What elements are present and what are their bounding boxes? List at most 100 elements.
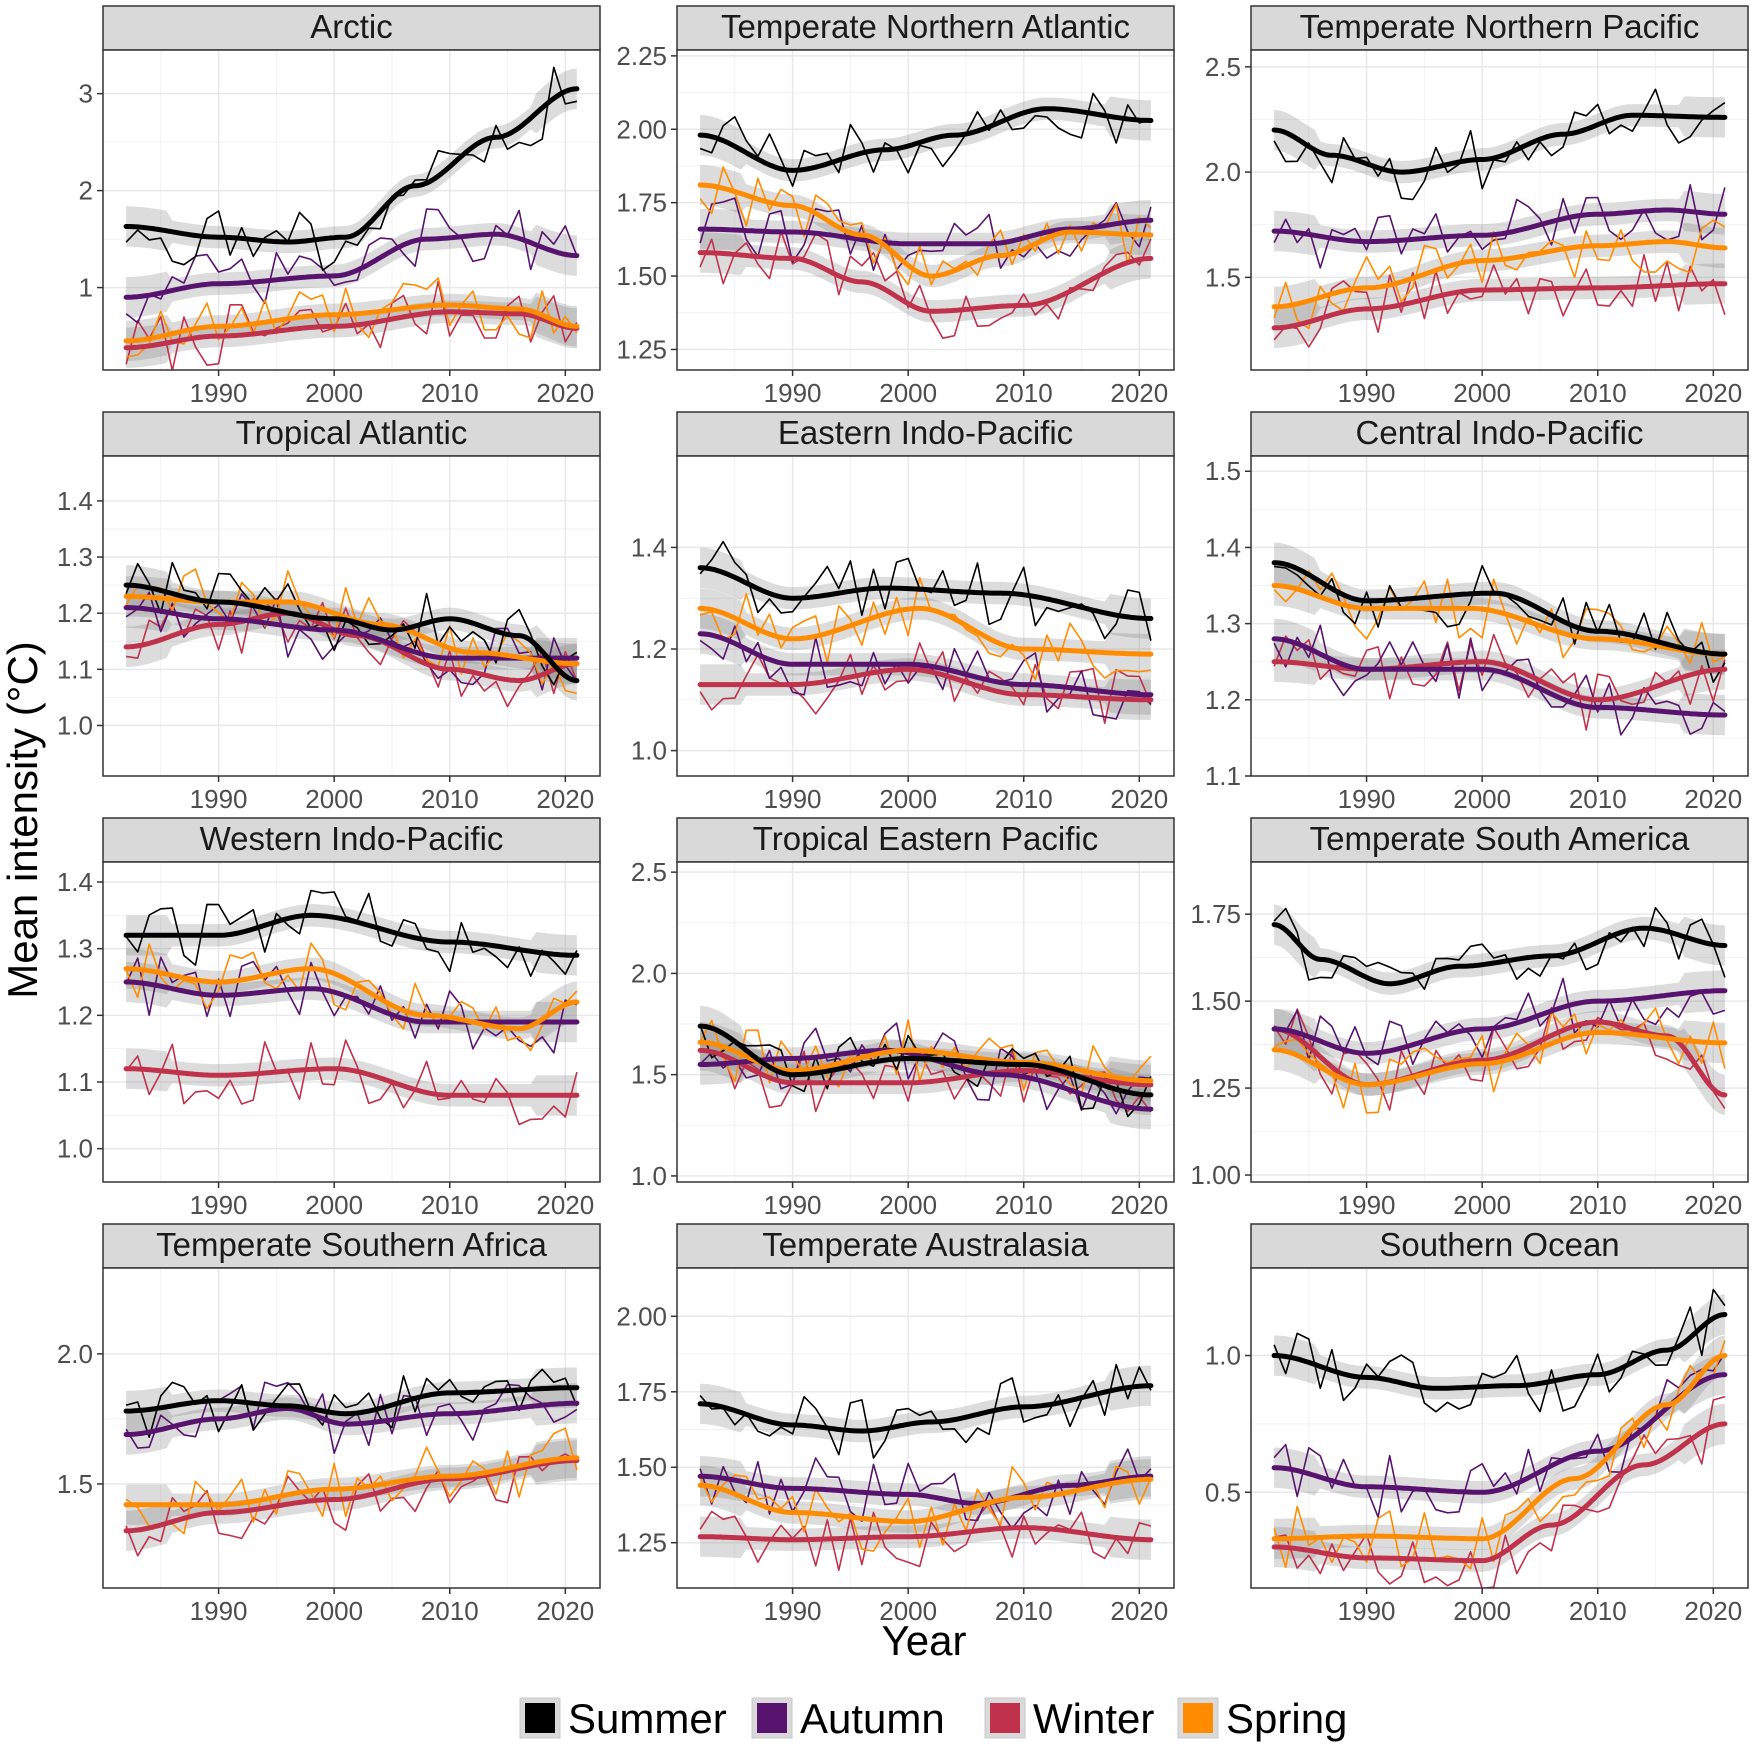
panel-strip <box>1250 411 1749 457</box>
panel-strip <box>102 411 601 457</box>
ribbon-summer <box>126 1367 577 1432</box>
plot-area <box>103 50 600 370</box>
x-tick-label: 2000 <box>879 378 937 408</box>
trend-line-spring <box>123 302 580 344</box>
raw-line-autumn <box>1273 184 1726 269</box>
x-tick-label: 1990 <box>190 784 248 814</box>
x-tick-label: 2000 <box>1453 784 1511 814</box>
panel-strip <box>676 5 1175 51</box>
trend-line-summer <box>697 1383 1154 1434</box>
plot-area <box>1251 50 1748 370</box>
panel: Southern Ocean 0.5 1.0 1990 2000 2010 2020 <box>1205 1223 1749 1626</box>
x-tick-label: 1990 <box>190 378 248 408</box>
ribbon-summer <box>700 1365 1151 1443</box>
y-tick-label: 1.75 <box>616 1377 667 1407</box>
x-tick-label: 2020 <box>536 1596 594 1626</box>
ribbon-winter <box>700 1030 1151 1105</box>
x-tick-label: 1990 <box>1338 378 1396 408</box>
x-tick-label: 2000 <box>305 378 363 408</box>
x-tick-label: 2010 <box>421 1190 479 1220</box>
panel-title: Eastern Indo-Pacific <box>778 414 1073 451</box>
panel: Temperate South America 1.00 1.25 1.50 1.75 1… <box>1190 817 1749 1220</box>
raw-line-spring <box>1273 1340 1726 1570</box>
trend-line-winter <box>1271 1421 1728 1564</box>
y-tick-label: 1.2 <box>57 598 93 628</box>
x-tick-label: 2010 <box>995 1190 1053 1220</box>
x-tick-label: 2010 <box>421 784 479 814</box>
panel-border <box>676 1267 1175 1589</box>
trend-line-spring <box>123 966 580 1032</box>
y-tick-label: 1.5 <box>1205 262 1241 292</box>
y-tick-label: 1.0 <box>1205 1341 1241 1371</box>
x-tick-label: 2020 <box>1110 784 1168 814</box>
x-tick-label: 2010 <box>1569 378 1627 408</box>
y-tick-label: 3 <box>79 79 93 109</box>
y-tick-label: 1.5 <box>57 1469 93 1499</box>
trend-line-winter <box>123 1458 580 1534</box>
x-tick-label: 1990 <box>764 784 822 814</box>
raw-line-spring <box>699 576 1152 681</box>
legend-item-summer: Summer <box>519 1695 727 1742</box>
y-tick-label: 1.1 <box>1205 761 1241 791</box>
trend-line-autumn <box>123 1400 580 1437</box>
legend-swatch <box>1183 1703 1213 1733</box>
y-tick-label: 1.4 <box>1205 532 1241 562</box>
x-tick-label: 2000 <box>879 1596 937 1626</box>
y-tick-label: 1.0 <box>57 1134 93 1164</box>
plot-background <box>677 456 1174 776</box>
raw-line-autumn <box>699 197 1152 271</box>
panel: Eastern Indo-Pacific 1.0 1.2 1.4 1990 2000 201… <box>631 411 1175 814</box>
y-tick-label: 2.5 <box>1205 52 1241 82</box>
ribbon-spring <box>1274 222 1725 327</box>
x-tick-label: 2020 <box>1110 1190 1168 1220</box>
trend-line-autumn <box>123 979 580 1025</box>
y-tick-label: 1.50 <box>616 1452 667 1482</box>
panel: Temperate Australasia 1.25 1.50 1.75 2.00 199… <box>616 1223 1175 1626</box>
raw-line-winter <box>1273 1395 1726 1588</box>
plot-area <box>1251 862 1748 1182</box>
trend-line-summer <box>697 1023 1154 1098</box>
panel-border <box>102 861 601 1183</box>
panel: Central Indo-Pacific 1.1 1.2 1.3 1.4 1.5 1990 2… <box>1205 411 1749 814</box>
trend-line-spring <box>697 1476 1154 1525</box>
ribbon-winter <box>1274 1403 1725 1572</box>
x-tick-label: 2010 <box>995 378 1053 408</box>
legend-swatch <box>757 1703 787 1733</box>
panel-border <box>102 455 601 777</box>
legend-swatch <box>990 1703 1020 1733</box>
plot-area <box>103 456 600 776</box>
trend-line-summer <box>123 86 580 245</box>
legend-item-autumn: Autumn <box>751 1695 945 1742</box>
raw-line-spring <box>125 277 578 358</box>
plot-area <box>1251 456 1748 776</box>
ribbon-spring <box>700 164 1151 288</box>
y-tick-label: 2.0 <box>57 1339 93 1369</box>
x-tick-label: 2000 <box>879 1190 937 1220</box>
x-tick-label: 2020 <box>1684 378 1742 408</box>
y-tick-label: 1.0 <box>57 710 93 740</box>
x-tick-label: 2000 <box>305 784 363 814</box>
x-tick-label: 2020 <box>1110 1596 1168 1626</box>
panel-strip <box>102 5 601 51</box>
panel-strip <box>676 411 1175 457</box>
panel-border <box>676 861 1175 1183</box>
y-tick-label: 1.4 <box>57 867 93 897</box>
ribbon-winter <box>700 658 1151 720</box>
y-tick-label: 2.00 <box>616 114 667 144</box>
panel-strip <box>102 1223 601 1269</box>
trend-line-winter <box>123 610 580 684</box>
panel-strip <box>676 817 1175 863</box>
y-tick-label: 1.4 <box>631 532 667 562</box>
ribbon-summer <box>126 904 577 976</box>
trend-line-winter <box>123 1066 580 1098</box>
raw-line-spring <box>1273 1007 1726 1114</box>
ribbon-winter <box>1274 263 1725 349</box>
raw-line-winter <box>125 1039 578 1126</box>
trend-line-summer <box>123 582 580 684</box>
trend-line-winter <box>697 250 1154 314</box>
y-tick-label: 1.1 <box>57 1067 93 1097</box>
x-tick-label: 1990 <box>190 1596 248 1626</box>
x-tick-label: 2000 <box>305 1596 363 1626</box>
ribbon-winter <box>700 232 1151 323</box>
y-tick-label: 1.0 <box>631 736 667 766</box>
